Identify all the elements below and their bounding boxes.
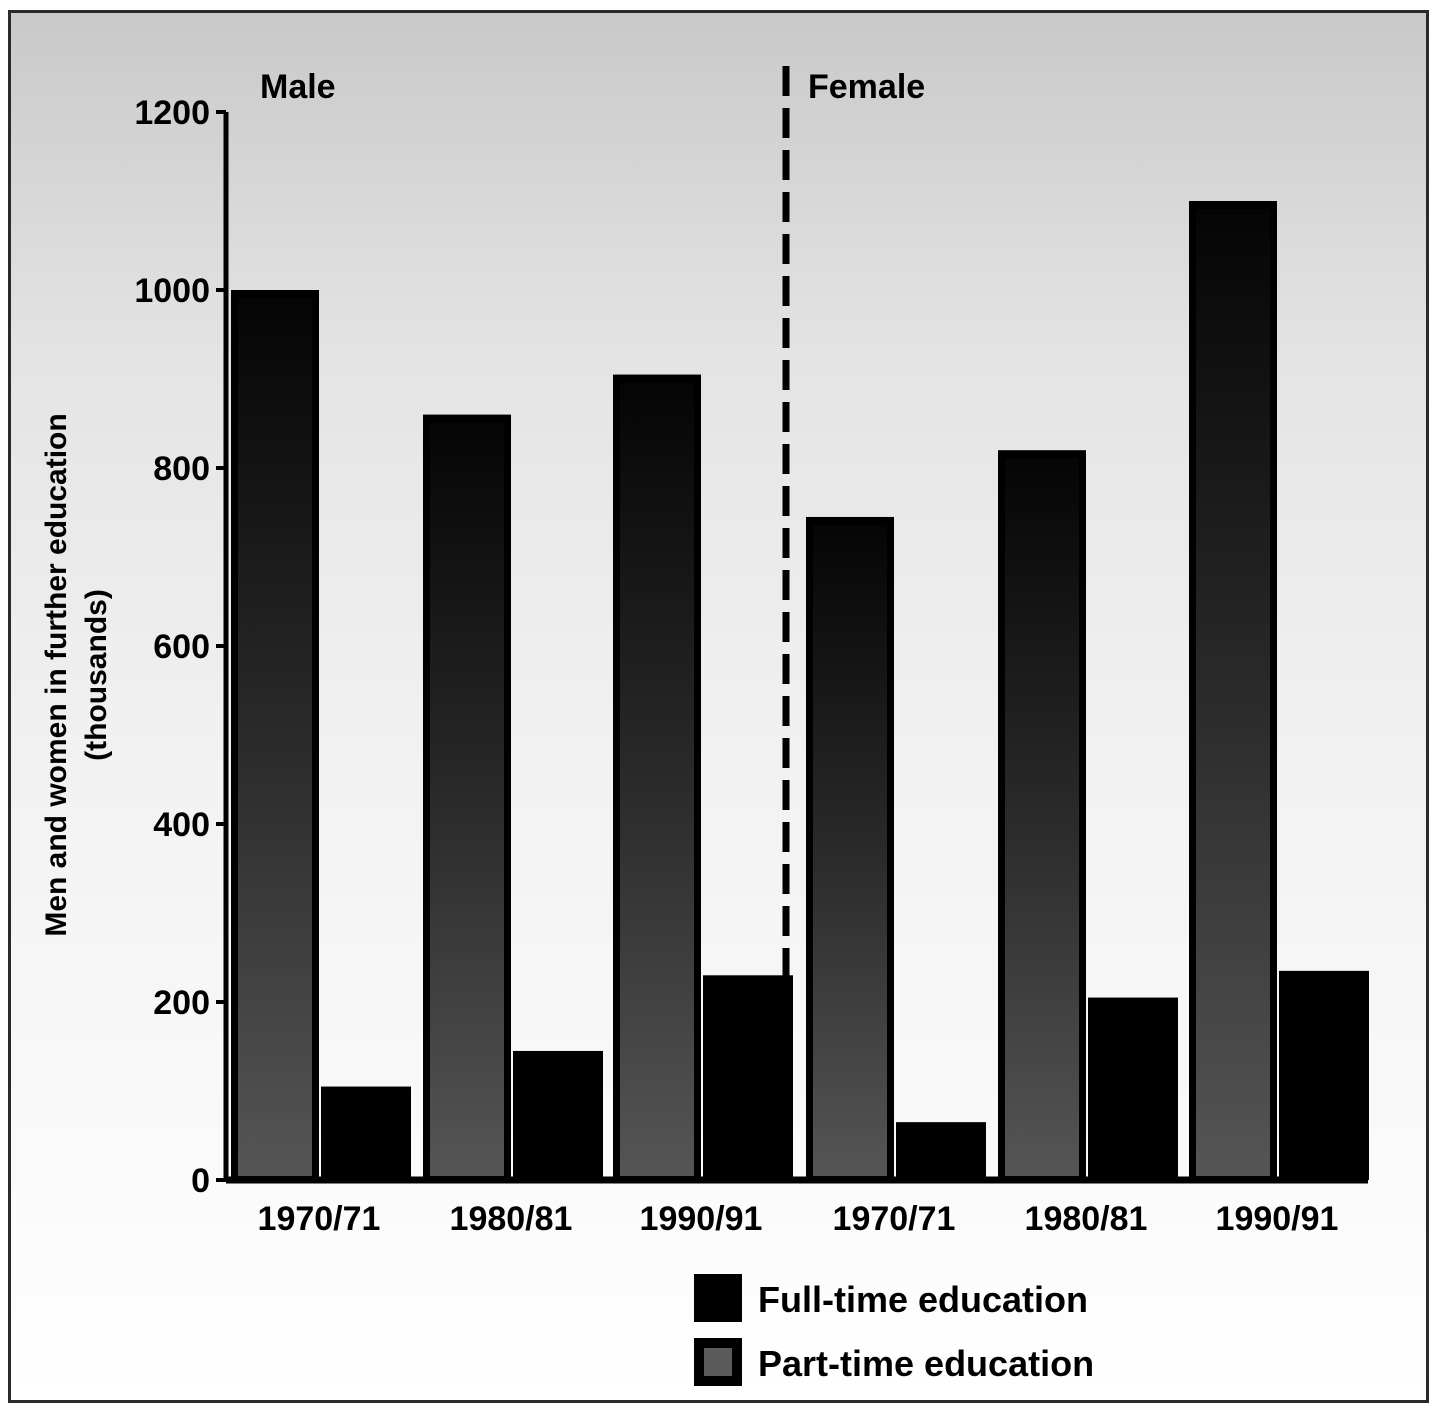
bar-full-time [1279,970,1369,1180]
x-tick-label: 1990/91 [1216,1200,1339,1238]
y-tick-label: 0 [191,1162,210,1200]
bar-part-time-fill [1005,458,1079,1176]
y-tick-label: 200 [153,984,210,1022]
y-tick-label: 800 [153,450,210,488]
bar-full-time [703,975,793,1180]
x-tick-label: 1980/81 [450,1200,573,1238]
panel-label-female: Female [808,68,925,106]
y-axis-label: Men and women in further education [40,413,73,936]
y-tick-label: 1000 [134,272,210,310]
legend-label-part-time: Part-time education [758,1343,1094,1384]
legend-swatch-part-time-inner [704,1348,732,1376]
bar-full-time [896,1122,986,1180]
x-tick-label: 1970/71 [833,1200,956,1238]
bar-full-time [321,1086,411,1180]
x-tick-label: 1970/71 [258,1200,381,1238]
bar-full-time [513,1050,603,1180]
y-tick-label: 600 [153,628,210,666]
x-tick-label: 1990/91 [640,1200,763,1238]
y-tick-label: 1200 [134,94,210,132]
bar-part-time-fill [1196,209,1270,1176]
bar-part-time-fill [430,422,504,1177]
x-tick-label: 1980/81 [1025,1200,1148,1238]
bar-part-time-fill [813,524,887,1176]
panel-label-male: Male [260,68,336,106]
y-tick-label: 400 [153,806,210,844]
bar-part-time-fill [620,382,694,1176]
legend: Full-time education Part-time education [694,1274,1094,1386]
legend-swatch-full-time [694,1274,742,1322]
bar-part-time-fill [238,298,312,1176]
legend-label-full-time: Full-time education [758,1279,1088,1320]
bar-full-time [1088,997,1178,1180]
y-axis-label-units: (thousands) [80,589,113,761]
